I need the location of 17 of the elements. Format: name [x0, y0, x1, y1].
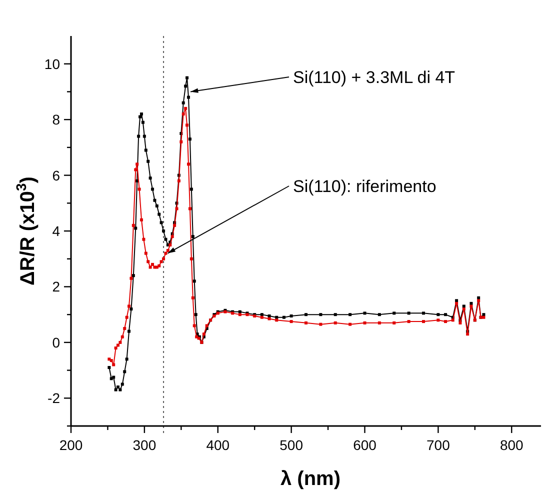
y-tick-label: 4 [52, 223, 60, 239]
annotation: Si(110): riferimento [293, 177, 436, 196]
y-tick-label: 6 [52, 167, 60, 184]
x-tick-label: 300 [132, 437, 156, 453]
x-tick-label: 400 [206, 437, 230, 453]
x-tick-label: 200 [59, 437, 83, 453]
y-tick-label: 0 [52, 334, 60, 350]
x-tick-label: 800 [500, 437, 524, 453]
x-tick-label: 600 [353, 437, 377, 453]
x-axis-title: λ (nm) [280, 468, 340, 490]
x-tick-label: 700 [426, 437, 450, 453]
y-tick-label: 8 [52, 112, 60, 128]
y-tick-label: -2 [48, 390, 60, 406]
annotation: Si(110) + 3.3ML di 4T [293, 68, 456, 87]
y-tick-label: 10 [44, 56, 60, 72]
x-tick-label: 500 [280, 437, 304, 453]
y-tick-label: 2 [52, 278, 60, 295]
